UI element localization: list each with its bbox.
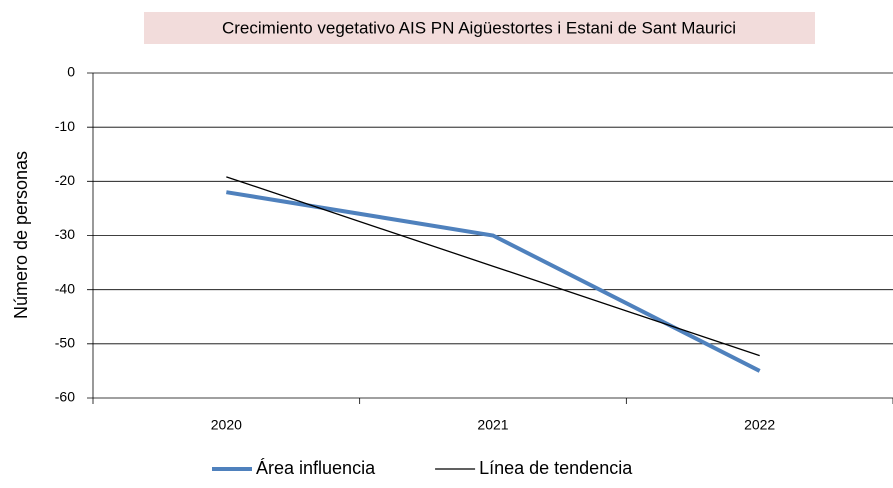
chart-title: Crecimiento vegetativo AIS PN Aigüestort… (222, 18, 736, 37)
y-tick-label: -10 (55, 118, 75, 134)
x-tick-label: 2022 (744, 417, 775, 433)
y-tick-label: -30 (55, 226, 75, 242)
legend-label: Área influencia (256, 458, 376, 478)
y-tick-label: -20 (55, 172, 75, 188)
x-tick-label: 2021 (477, 417, 508, 433)
y-axis-label: Número de personas (11, 151, 31, 319)
x-tick-label: 2020 (211, 417, 242, 433)
legend-label: Línea de tendencia (479, 458, 633, 478)
y-tick-label: -60 (55, 389, 75, 405)
y-tick-label: -40 (55, 280, 75, 296)
series-line (226, 176, 760, 357)
y-tick-label: 0 (67, 64, 75, 80)
title-box (144, 12, 815, 44)
y-tick-label: -50 (55, 335, 75, 351)
